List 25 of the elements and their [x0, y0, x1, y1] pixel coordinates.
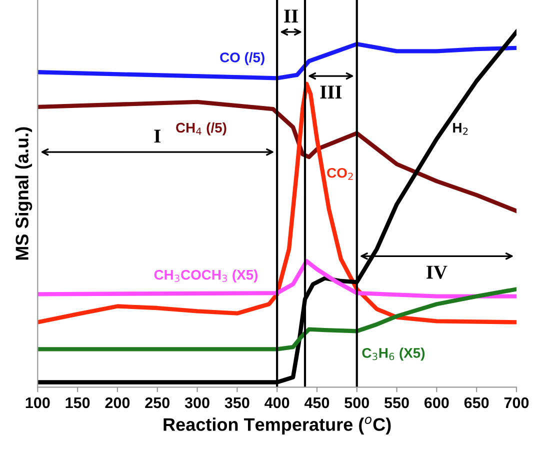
x-tick-label: 600 — [424, 397, 449, 408]
series-label: CH$_{4}$ (/5) — [176, 122, 226, 136]
annotation: III — [320, 86, 342, 98]
x-tick-label: 400 — [264, 397, 290, 408]
x-tick-label: 650 — [464, 397, 489, 408]
y-axis-title: MS Signal (a.u.) — [15, 127, 32, 260]
annotation: I — [154, 130, 160, 143]
x-tick-label: 200 — [105, 397, 130, 408]
x-tick-label: 350 — [224, 397, 250, 408]
series-label: CO (/5) — [220, 52, 264, 66]
series-label: C$_{3}$H$_{6}$ (X5) — [362, 348, 425, 361]
x-tick-label: 700 — [504, 397, 529, 408]
x-tick-label: 100 — [26, 397, 50, 408]
series-label: H$_{2}$ — [453, 122, 468, 135]
x-axis-title: Reaction Temperature ($^{o}$C) — [164, 416, 391, 434]
series-label: CH$_{3}$COCH$_{3}$ (X5) — [154, 270, 258, 282]
annotation: IV — [426, 266, 448, 279]
text: II — [284, 10, 298, 22]
x-tick-label: 250 — [145, 397, 170, 408]
x-tick-label: 550 — [384, 397, 409, 408]
x-tick-label: 150 — [66, 397, 90, 408]
x-tick-label: 450 — [304, 397, 330, 408]
x-tick-label: 300 — [184, 397, 210, 408]
x-tick-label: 500 — [344, 397, 369, 408]
series-label: CO$_{2}$ — [327, 168, 353, 180]
